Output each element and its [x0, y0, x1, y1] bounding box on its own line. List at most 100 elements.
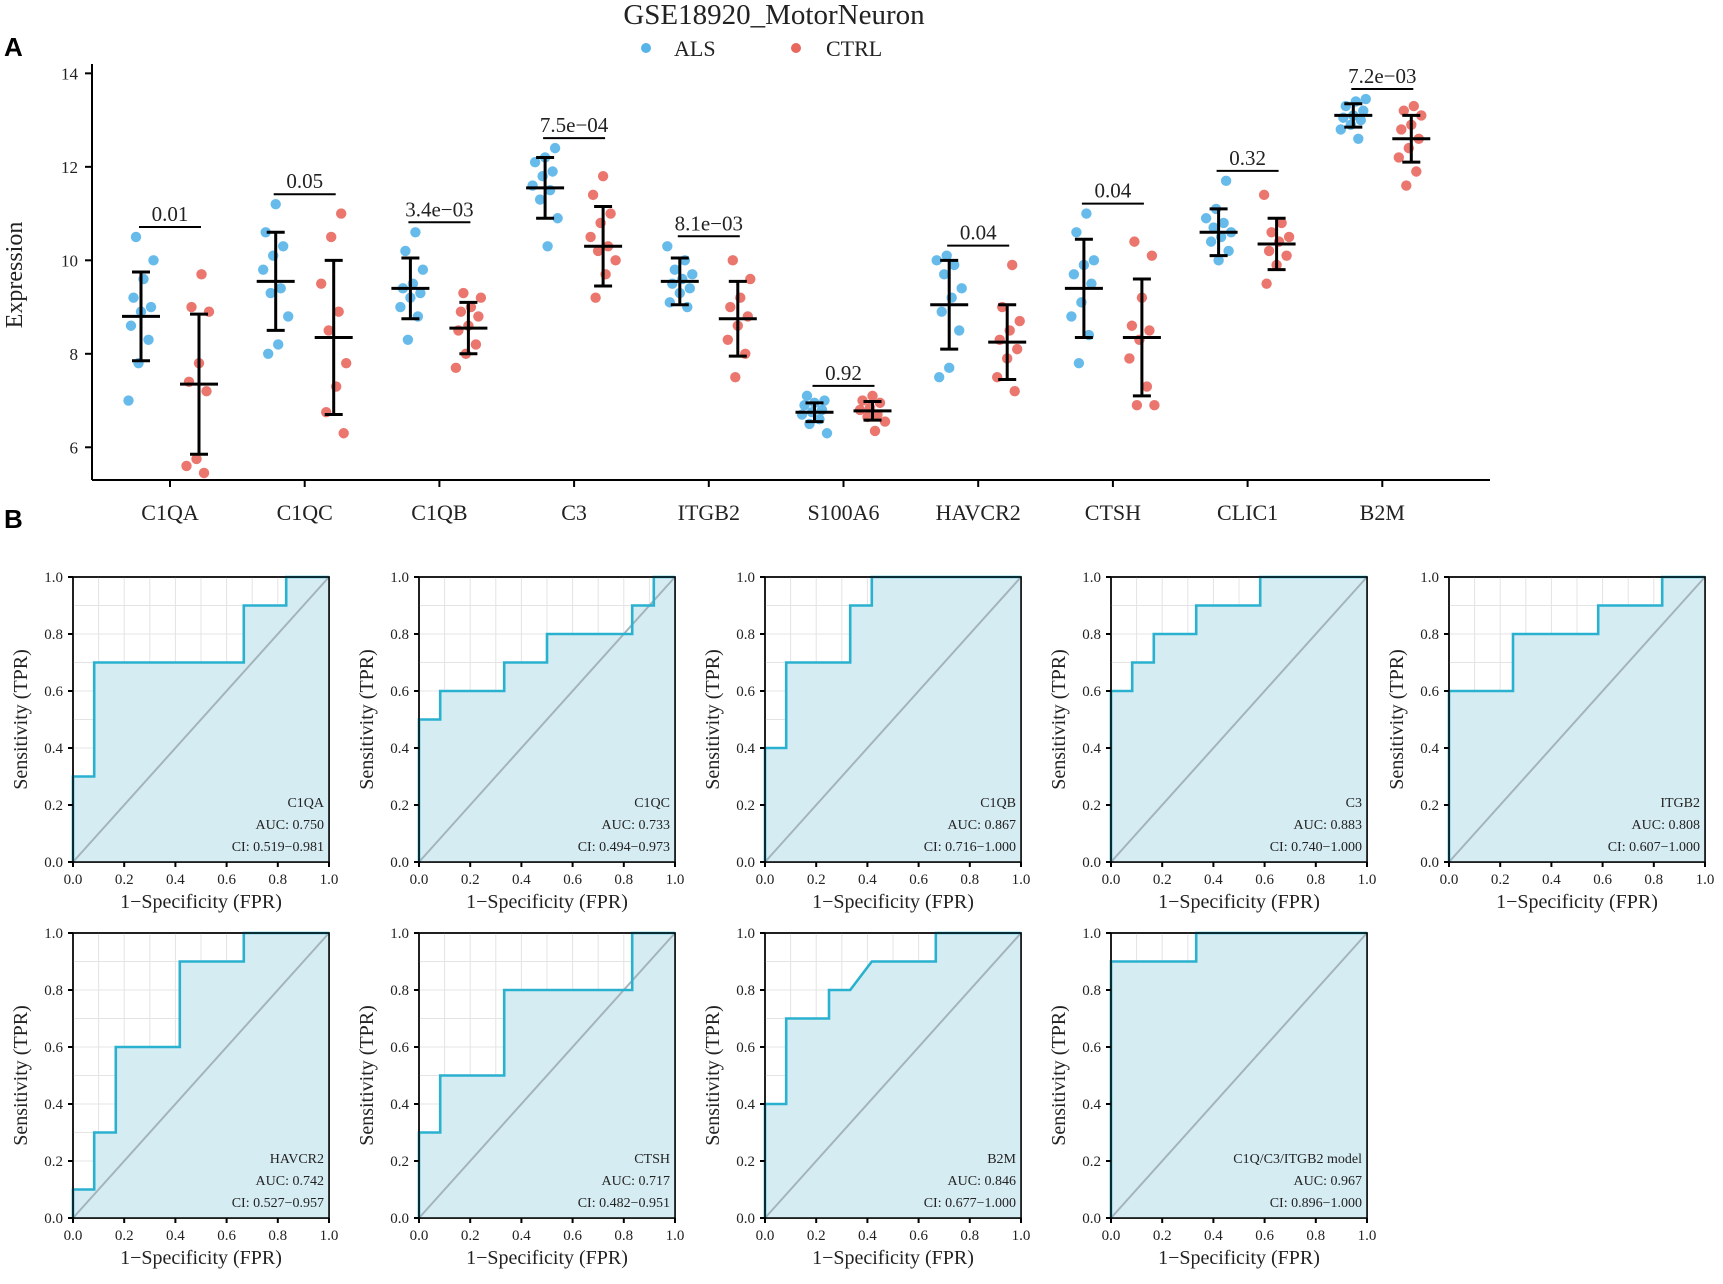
- dotplot-title: GSE18920_MotorNeuron: [623, 0, 925, 31]
- roc-x-tick-label: 0.2: [461, 1228, 480, 1244]
- point-als-havcr2: [934, 371, 945, 383]
- point-ctrl-b2m: [1398, 105, 1410, 116]
- roc-x-tick-label: 0.8: [1644, 872, 1663, 888]
- y-tick-label: 6: [70, 438, 79, 457]
- roc-ci-value: CI: 0.527−0.957: [232, 1196, 324, 1211]
- roc-y-tick-label: 0.4: [1082, 741, 1101, 757]
- roc-y-tick-label: 0.8: [390, 627, 409, 643]
- point-als-c3: [552, 213, 563, 224]
- roc-y-tick-label: 0.8: [736, 627, 755, 643]
- point-ctrl-c1qc: [326, 231, 337, 243]
- roc-x-tick-label: 0.0: [1102, 1228, 1121, 1244]
- p-value-s100a6: 0.92: [825, 361, 862, 385]
- roc-x-tick-label: 0.6: [1593, 872, 1612, 888]
- roc-x-axis-label: 1−Specificity (FPR): [1158, 1247, 1320, 1269]
- roc-diagonal: [764, 932, 1022, 1219]
- roc-y-axis-label: Sensitivity (TPR): [1048, 649, 1070, 790]
- p-value-c1qc: 0.05: [286, 169, 323, 193]
- point-ctrl-itgb2: [725, 301, 736, 313]
- p-value-itgb2: 8.1e−03: [675, 211, 743, 235]
- roc-x-tick-label: 0.0: [1440, 872, 1459, 888]
- point-ctrl-clic1: [1261, 278, 1272, 289]
- roc-x-tick-label: 0.4: [858, 1228, 877, 1244]
- roc-panel-c1qb: 0.00.0 0.2 0.2 0.4 0.4 0.6 0.6 0.8 0.8 1.0 1.0 1−Sp…: [702, 570, 1030, 913]
- roc-y-tick-label: 0.4: [1420, 741, 1439, 757]
- point-als-c1qc: [270, 199, 281, 210]
- roc-border: [418, 932, 676, 1219]
- roc-y-axis-label: Sensitivity (TPR): [10, 1005, 32, 1146]
- roc-x-tick-label: 1.0: [1012, 872, 1031, 888]
- legend-marker-ctrl: [791, 43, 801, 53]
- roc-y-tick-label: 0.8: [1082, 627, 1101, 643]
- roc-y-axis-label: Sensitivity (TPR): [702, 649, 724, 790]
- roc-x-axis-label: 1−Specificity (FPR): [1496, 891, 1658, 913]
- roc-y-axis-label: Sensitivity (TPR): [356, 1005, 378, 1146]
- point-als-clic1: [1205, 236, 1217, 247]
- roc-y-tick-label: 0.6: [44, 1040, 63, 1056]
- roc-x-tick-label: 1.0: [320, 1228, 339, 1244]
- roc-y-tick-label: 0.8: [1420, 627, 1439, 643]
- point-ctrl-s100a6: [867, 390, 878, 402]
- point-als-c1qc: [258, 264, 269, 275]
- point-ctrl-c1qa: [196, 269, 207, 280]
- y-axis-label: Expression: [2, 222, 28, 329]
- roc-border: [1448, 576, 1706, 863]
- point-als-c1qc: [275, 283, 286, 294]
- roc-y-tick-label: 0.4: [736, 741, 755, 757]
- y-tick-label: 10: [61, 251, 78, 270]
- roc-border: [72, 932, 330, 1219]
- roc-y-tick-label: 0.0: [44, 1211, 63, 1227]
- roc-y-tick-label: 0.8: [1082, 983, 1101, 999]
- point-ctrl-itgb2: [730, 371, 741, 383]
- roc-ci-value: CI: 0.519−0.981: [232, 840, 324, 855]
- roc-y-axis-label: Sensitivity (TPR): [702, 1005, 724, 1146]
- point-ctrl-clic1: [1258, 189, 1270, 201]
- point-als-c3: [534, 194, 546, 205]
- point-als-ctsh: [1071, 227, 1082, 238]
- roc-x-tick-label: 0.8: [614, 1228, 633, 1244]
- roc-y-axis-label: Sensitivity (TPR): [1386, 649, 1408, 790]
- point-als-c1qa: [128, 292, 139, 303]
- point-ctrl-c3: [585, 231, 596, 243]
- point-ctrl-havcr2: [1012, 343, 1023, 355]
- point-ctrl-c3: [592, 245, 604, 257]
- point-als-c1qa: [143, 334, 154, 345]
- roc-y-tick-label: 1.0: [44, 926, 63, 942]
- roc-y-tick-label: 0.2: [736, 1154, 755, 1170]
- roc-x-tick-label: 0.0: [410, 872, 429, 888]
- point-ctrl-ctsh: [1149, 400, 1160, 411]
- roc-x-tick-label: 0.0: [1102, 872, 1121, 888]
- dotplot-panel: GSE18920_MotorNeuron ALS CTRL Expression…: [2, 0, 1490, 525]
- roc-x-tick-label: 0.0: [756, 1228, 775, 1244]
- point-als-clic1: [1218, 217, 1229, 229]
- roc-x-tick-label: 0.2: [1153, 872, 1172, 888]
- roc-x-tick-label: 0.8: [960, 872, 979, 888]
- point-als-itgb2: [669, 264, 680, 275]
- roc-panel-c1qa: 0.00.0 0.2 0.2 0.4 0.4 0.6 0.6 0.8 0.8 1.0 1.0 1−Sp…: [10, 570, 338, 913]
- roc-x-tick-label: 0.6: [909, 1228, 928, 1244]
- point-ctrl-c1qa: [191, 453, 202, 465]
- point-als-havcr2: [939, 269, 950, 280]
- panel-b-letter: B: [4, 504, 23, 534]
- point-ctrl-c1qb: [458, 287, 469, 299]
- point-ctrl-itgb2: [722, 334, 733, 345]
- roc-x-tick-label: 0.8: [960, 1228, 979, 1244]
- point-als-c3: [547, 166, 558, 177]
- point-als-havcr2: [944, 362, 955, 374]
- point-ctrl-c1qb: [470, 339, 482, 350]
- point-als-c1qc: [260, 227, 271, 238]
- roc-y-tick-label: 0.6: [390, 684, 409, 700]
- point-ctrl-c1qc: [323, 325, 334, 336]
- point-ctrl-c1qc: [316, 278, 327, 289]
- point-als-havcr2: [931, 255, 942, 266]
- roc-y-tick-label: 0.2: [1420, 798, 1439, 814]
- roc-x-tick-label: 1.0: [1012, 1228, 1031, 1244]
- roc-grid-panel: 0.0 0.0 0.2 0.2 0.4 0.4 0.6 0.6 0.8 0.8 1.0 1.0 1−Sp…: [10, 570, 1714, 1269]
- roc-y-tick-label: 0.2: [390, 798, 409, 814]
- point-ctrl-c1qb: [450, 362, 462, 374]
- roc-x-tick-label: 0.2: [115, 1228, 134, 1244]
- point-ctrl-c1qc: [333, 306, 344, 317]
- point-ctrl-c1qb: [475, 292, 487, 303]
- point-als-c1qc: [273, 339, 284, 350]
